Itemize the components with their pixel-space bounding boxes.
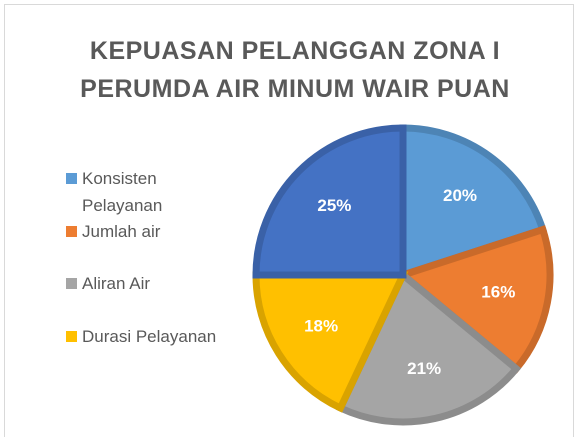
chart-frame [4,4,574,437]
chart-title: KEPUASAN PELANGGAN ZONA I PERUMDA AIR MI… [80,37,510,103]
data-label: 25% [317,196,351,215]
legend-label: Aliran Air [82,274,151,293]
pie-slice [252,271,409,413]
legend-swatch [66,278,77,289]
legend-swatch [66,331,77,342]
data-label: 16% [481,283,515,302]
pie-slice [335,269,522,426]
legend-label: Durasi Pelayanan [82,327,217,346]
legend-label: Jumlah air [82,222,161,241]
legend-item: Durasi Pelayanan [66,323,316,350]
legend-item: Aliran Air [66,270,316,297]
legend-swatch [66,226,77,237]
legend-label: Konsisten Pelayanan [82,169,163,215]
data-label: 18% [304,316,338,335]
pie-slice [252,124,407,279]
legend-swatch [66,173,77,184]
pie-slice [395,225,554,374]
legend-item: Jumlah air [66,218,316,245]
data-label: 20% [443,186,477,205]
data-label: 21% [407,359,441,378]
legend-item: Konsisten Pelayanan [66,165,196,219]
